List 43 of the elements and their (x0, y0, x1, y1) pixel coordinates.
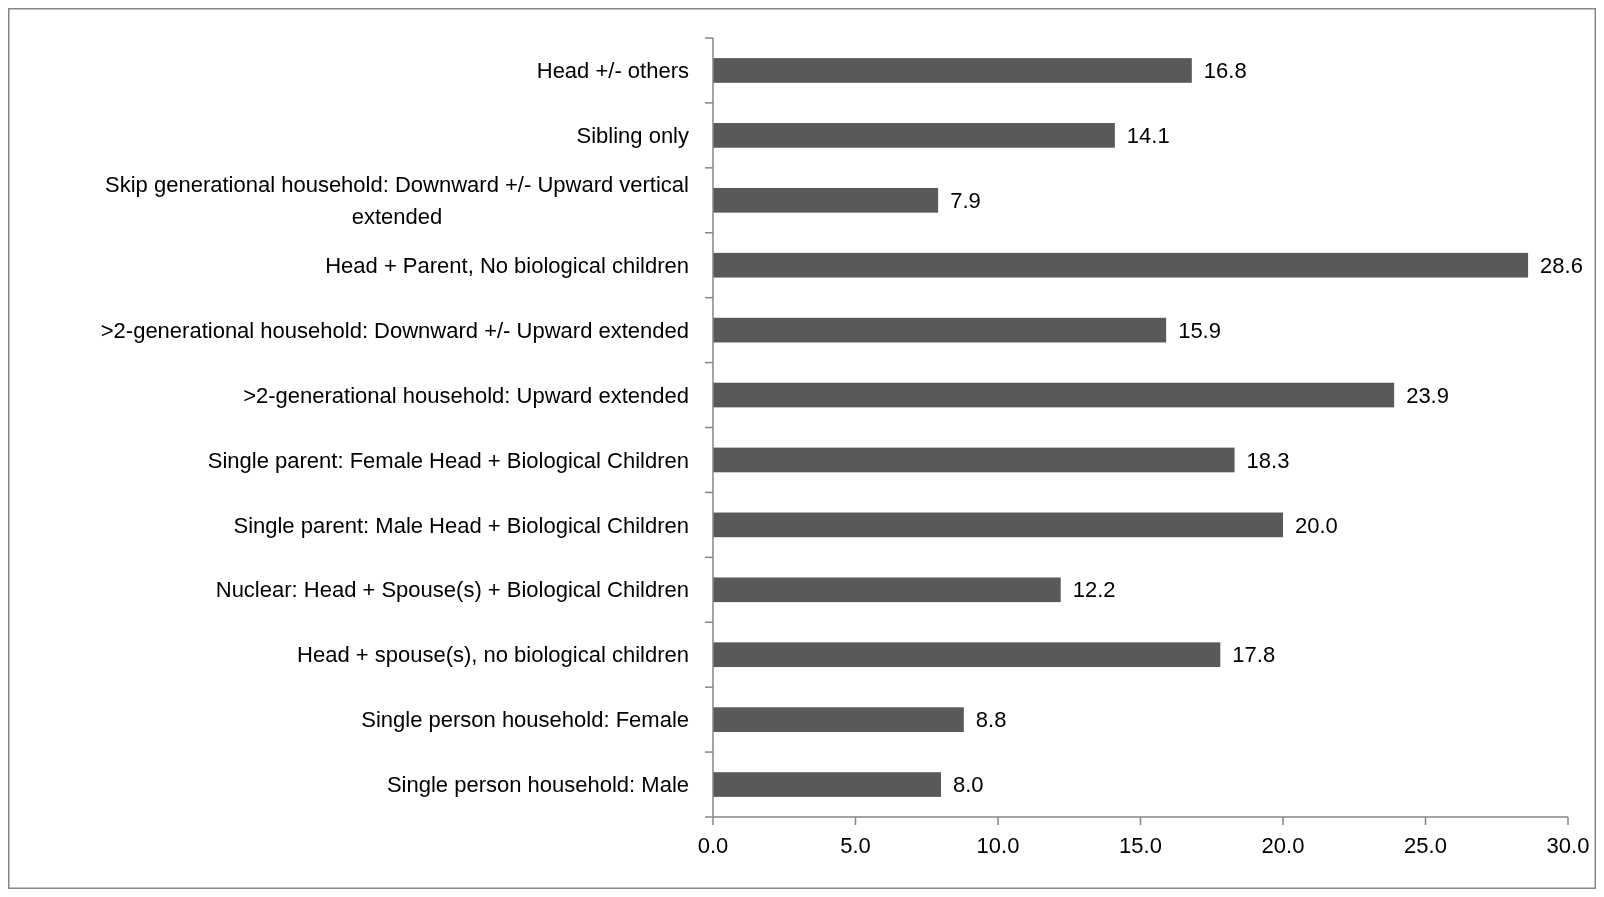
data-label: 23.9 (1406, 382, 1449, 408)
bar (713, 252, 1529, 278)
bar (713, 707, 964, 732)
bar (713, 58, 1192, 83)
bar (713, 577, 1061, 603)
x-tick-label: 5.0 (840, 833, 871, 858)
bar (713, 382, 1395, 408)
data-label: 8.0 (953, 772, 984, 798)
y-tick-label: >2-generational household: Downward +/- Upward extended (100, 317, 689, 343)
data-label: 16.8 (1203, 58, 1247, 84)
y-tick-label: Head + spouse(s), no biological children (297, 642, 689, 668)
data-label: 7.9 (950, 187, 981, 213)
y-tick-label: Single person household: Male (386, 772, 689, 798)
data-label: 20.0 (1295, 512, 1338, 538)
y-tick-label: Single parent: Male Head + Biological Children (233, 512, 689, 538)
bar (713, 317, 1167, 343)
bar (713, 447, 1235, 473)
data-label: 14.1 (1126, 123, 1170, 149)
data-label: 17.8 (1232, 642, 1276, 668)
y-tick-label: >2-generational household: Upward extended (243, 382, 689, 408)
data-label: 18.3 (1246, 447, 1290, 473)
y-tick-label: Nuclear: Head + Spouse(s) + Biological Children (215, 577, 689, 603)
bar (713, 772, 941, 797)
x-tick-label: 0.0 (697, 833, 729, 858)
x-tick-label: 10.0 (976, 833, 1020, 858)
bar (713, 123, 1115, 148)
y-tick-label: Head +/- others (536, 58, 689, 84)
data-label: 12.2 (1072, 577, 1116, 603)
y-tick-label: Skip generational household: Downward +/- Upward vertical extended (105, 172, 690, 229)
bar (713, 512, 1283, 538)
data-label: 15.9 (1178, 317, 1221, 343)
bar (713, 642, 1221, 668)
data-label: 8.8 (975, 707, 1007, 733)
y-tick-label: Head + Parent, No biological children (325, 252, 689, 278)
x-tick-label: 20.0 (1261, 833, 1305, 858)
y-tick-label: Sibling only (576, 123, 689, 149)
data-label: 28.6 (1540, 252, 1583, 278)
y-tick-label: Single person household: Female (361, 707, 689, 733)
bar (713, 187, 939, 213)
x-tick-label: 30.0 (1546, 833, 1590, 858)
y-tick-label: Single parent: Female Head + Biological Children (207, 447, 689, 473)
x-tick-label: 15.0 (1119, 833, 1162, 858)
x-tick-label: 25.0 (1404, 833, 1447, 858)
